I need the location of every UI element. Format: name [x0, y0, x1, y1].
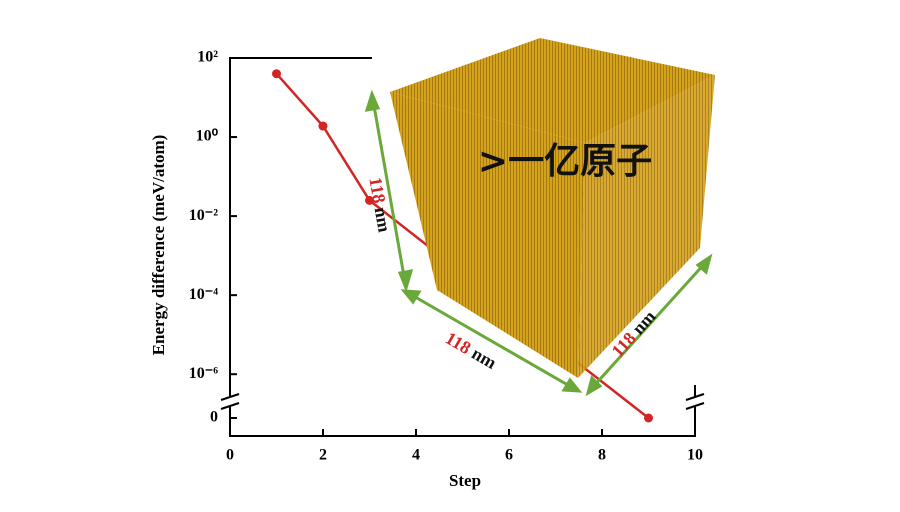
axis-break: [220, 393, 240, 401]
x-tick-label: 6: [505, 447, 513, 464]
y-axis-label: Energy difference (meV/atom): [149, 135, 168, 356]
point: [365, 195, 374, 205]
x-tick-label: 4: [412, 447, 420, 464]
arrow: [590, 260, 708, 390]
arrowhead: [695, 253, 713, 275]
arrowhead: [364, 89, 381, 112]
axis-break: [685, 402, 705, 410]
arrow: [371, 99, 407, 283]
y-tick-label: 10⁻⁶: [189, 365, 218, 382]
point: [272, 69, 281, 79]
dimension-label: 118 nm: [442, 328, 500, 373]
cube-label: >一亿原子: [478, 141, 652, 182]
cube: >一亿原子: [390, 38, 715, 378]
x-tick-label: 0: [226, 447, 234, 464]
y-tick-label: 10²: [197, 49, 218, 66]
dimension-arrows: [364, 89, 713, 397]
dimension-value: 118: [442, 328, 475, 358]
x-tick-label: 2: [319, 447, 327, 464]
cube-left: [390, 92, 585, 378]
point: [644, 413, 653, 423]
y-tick-label: 10⁰: [196, 128, 219, 145]
arrowhead: [561, 377, 583, 393]
axes: [220, 57, 705, 437]
y-tick-label: 10⁻⁴: [189, 286, 218, 303]
cube-top: [390, 38, 715, 143]
dimension-unit: nm: [370, 206, 394, 234]
dimension-unit: nm: [468, 343, 500, 373]
arrow: [409, 292, 574, 390]
axis-break: [220, 402, 240, 410]
dimension-value: 118: [365, 176, 389, 205]
point: [318, 121, 328, 131]
arrowhead: [397, 269, 414, 293]
x-axis-label: Step: [449, 471, 481, 490]
x-tick-label: 10: [687, 447, 703, 464]
dimension-label: 118 nm: [365, 176, 394, 234]
cube-right: [578, 75, 715, 378]
x-tick-label: 8: [598, 447, 606, 464]
y-tick-label: 10⁻²: [189, 207, 218, 224]
arrowhead: [585, 375, 603, 397]
axis-break: [685, 393, 705, 401]
arrowhead: [400, 289, 422, 305]
y-tick-label: 0: [210, 409, 218, 426]
